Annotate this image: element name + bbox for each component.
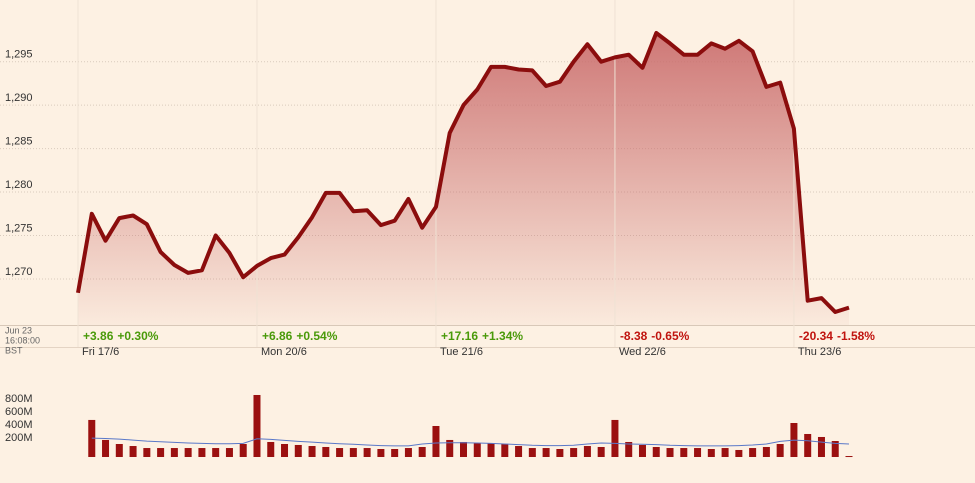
volume-bar (501, 444, 509, 457)
x-tick-label: Fri 17/6 (82, 346, 119, 358)
volume-bar (804, 433, 812, 457)
day-change-percent: +0.30% (117, 329, 158, 343)
volume-bar (308, 446, 316, 457)
volume-bar (817, 436, 825, 457)
volume-bar (129, 446, 137, 457)
volume-bar (322, 446, 330, 457)
x-tick-label: Tue 21/6 (440, 346, 483, 358)
price-area (78, 33, 849, 325)
day-change-percent: +0.54% (296, 329, 337, 343)
volume-bar (239, 444, 247, 457)
volume-bar (349, 448, 357, 457)
day-change: +3.86 (83, 329, 114, 343)
volume-bar (776, 444, 784, 457)
volume-bar (473, 443, 481, 457)
timestamp: Jun 23 (5, 325, 32, 335)
volume-bar (88, 419, 96, 457)
x-tick-label: Wed 22/6 (619, 346, 666, 358)
volume-bar (281, 444, 289, 457)
volume-average (91, 437, 850, 447)
volume-bar (556, 449, 564, 457)
price-line (76, 31, 850, 314)
volume-tick-label: 400M (5, 419, 33, 431)
y-tick-label: 1,280 (5, 179, 33, 191)
volume-bar (638, 444, 646, 457)
y-tick-label: 1,290 (5, 92, 33, 104)
day-change-percent: +1.34% (482, 329, 523, 343)
x-tick-label: Mon 20/6 (261, 346, 307, 358)
volume-bar (460, 441, 467, 457)
volume-bar (762, 446, 770, 457)
volume-tick-label: 200M (5, 432, 33, 444)
volume-bar (611, 419, 619, 457)
volume-bar (225, 448, 233, 457)
day-change: +17.16 (441, 329, 478, 343)
y-tick-label: 1,270 (5, 266, 33, 278)
volume-bar (391, 449, 399, 457)
volume-bar (143, 448, 151, 457)
volume-bar (363, 448, 371, 457)
volume-bar (115, 444, 123, 457)
volume-bar (515, 446, 523, 457)
volume-bar (694, 448, 702, 457)
y-tick-label: 1,285 (5, 136, 33, 148)
volume-bar (336, 448, 344, 457)
day-change: -20.34 (799, 329, 833, 343)
volume-bar (583, 446, 591, 457)
volume-bar (570, 448, 578, 457)
volume-bar (652, 446, 660, 457)
volume-bar (198, 448, 206, 457)
volume-bar (157, 448, 165, 457)
volume-bar (404, 448, 412, 457)
volume-bar (845, 456, 853, 458)
volume-bar (749, 448, 757, 457)
timestamp: BST (5, 345, 23, 355)
volume-bar (831, 441, 839, 457)
volume-bar (212, 448, 220, 457)
volume-bar (184, 448, 192, 457)
volume-bar (253, 394, 261, 457)
volume-bar (597, 446, 605, 457)
volume-bar (735, 449, 743, 457)
volume-tick-label: 800M (5, 393, 33, 405)
day-change-percent: -1.58% (837, 329, 875, 343)
volume-bar (418, 446, 426, 457)
day-change-percent: -0.65% (651, 329, 689, 343)
y-tick-label: 1,275 (5, 222, 33, 234)
volume-bar (267, 441, 275, 457)
timestamp: 16:08:00 (5, 335, 40, 345)
volume-bar (432, 425, 440, 457)
day-change: +6.86 (262, 329, 293, 343)
y-tick-label: 1,295 (5, 49, 33, 61)
volume-bar (446, 439, 454, 457)
volume-bar (542, 448, 550, 457)
volume-bar (487, 443, 495, 457)
volume-bar (102, 439, 110, 457)
x-tick-label: Thu 23/6 (798, 346, 841, 358)
volume-bar (625, 441, 633, 457)
volume-bar (528, 448, 536, 457)
volume-tick-label: 600M (5, 406, 33, 418)
volume-bar (666, 448, 674, 457)
volume-bar (721, 448, 729, 457)
volume-bar (680, 448, 688, 457)
day-change: -8.38 (620, 329, 648, 343)
volume-bar (170, 448, 178, 457)
volume-bar (294, 444, 302, 457)
volume-bar (707, 449, 715, 457)
volume-bar (377, 449, 385, 457)
